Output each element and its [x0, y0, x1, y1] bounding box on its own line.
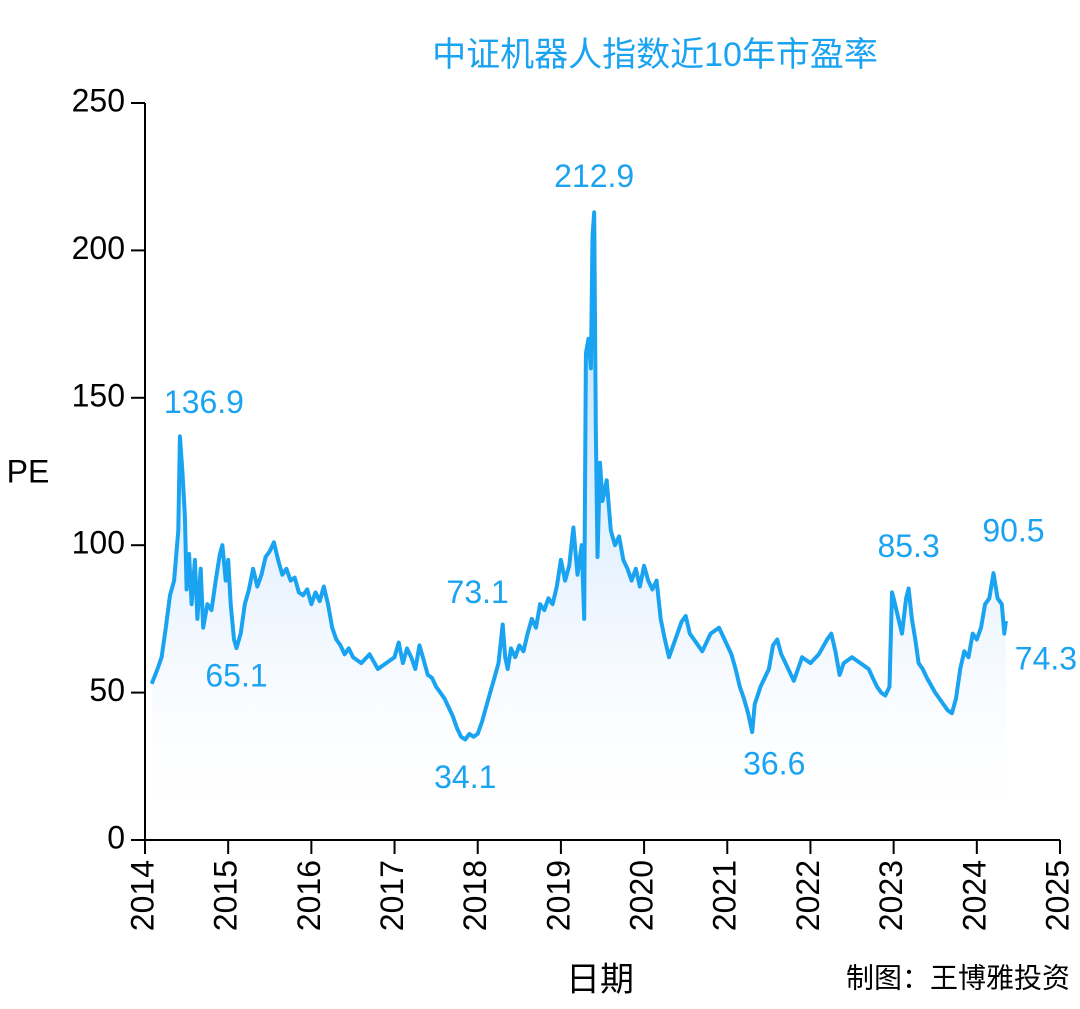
y-tick-label: 150: [72, 377, 125, 413]
x-tick-label: 2015: [208, 860, 244, 931]
y-axis-label: PE: [7, 453, 50, 489]
data-label: 74.3: [1015, 640, 1077, 676]
chart-title: 中证机器人指数近10年市盈率: [432, 36, 878, 74]
y-tick-label: 50: [89, 672, 125, 708]
data-label: 65.1: [205, 658, 267, 694]
source-note: 制图：王博雅投资: [846, 962, 1070, 993]
pe-line: [149, 210, 1008, 742]
data-label: 90.5: [982, 513, 1044, 549]
x-tick-label: 2019: [540, 860, 576, 931]
x-tick-label: 2022: [790, 860, 826, 931]
area-fill: [151, 212, 1006, 840]
data-label: 36.6: [743, 746, 805, 782]
data-label: 85.3: [877, 528, 939, 564]
x-tick-label: 2014: [124, 860, 160, 931]
x-tick-label: 2016: [291, 860, 327, 931]
y-tick-label: 200: [72, 230, 125, 266]
data-label: 212.9: [554, 158, 634, 194]
data-label: 73.1: [447, 574, 509, 610]
x-tick-label: 2023: [873, 860, 909, 931]
x-tick-label: 2021: [707, 860, 743, 931]
x-tick-label: 2020: [624, 860, 660, 931]
x-tick-label: 2017: [374, 860, 410, 931]
data-label: 136.9: [164, 384, 244, 420]
data-label: 34.1: [434, 759, 496, 795]
x-axis-label: 日期: [566, 961, 634, 999]
x-tick-label: 2024: [956, 860, 992, 931]
y-tick-label: 100: [72, 525, 125, 561]
y-tick-label: 250: [72, 82, 125, 118]
y-tick-label: 0: [107, 819, 125, 855]
x-tick-label: 2025: [1039, 860, 1075, 931]
x-tick-label: 2018: [457, 860, 493, 931]
